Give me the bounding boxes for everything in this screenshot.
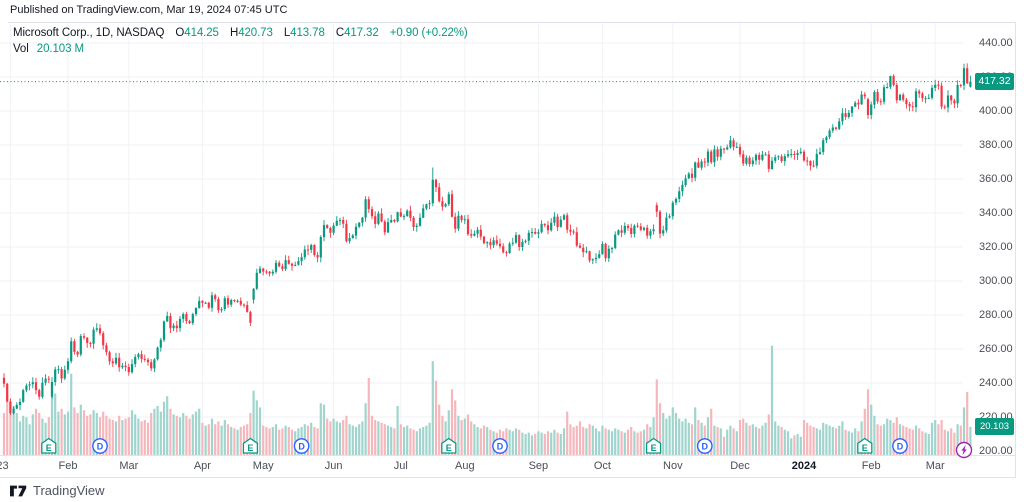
time-tick-label: Nov: [663, 460, 683, 472]
price-tick-label: 400.00: [979, 104, 1013, 117]
time-tick-label: Oct: [593, 460, 611, 472]
time-tick-label: Feb: [58, 460, 78, 472]
last-volume-badge: 20.103 M: [975, 418, 1014, 449]
open-value: 414.25: [184, 27, 219, 39]
time-tick-label: Mar: [925, 460, 945, 472]
tradingview-logo-icon: [10, 485, 27, 496]
svg-text:D: D: [897, 442, 904, 452]
close-label: C: [335, 27, 345, 39]
earnings-marker[interactable]: E: [242, 437, 259, 454]
grid-lines: [0, 23, 963, 455]
price-tick-label: 280.00: [979, 308, 1013, 321]
volume-bars-down: [2, 378, 969, 455]
time-tick-label: Feb: [861, 460, 881, 472]
svg-text:E: E: [862, 443, 868, 453]
footer-separator: [0, 477, 1016, 478]
time-tick-label: Aug: [455, 460, 475, 472]
volume-bars-up: [12, 345, 972, 455]
svg-text:D: D: [702, 442, 709, 452]
time-tick-label: Dec: [730, 460, 750, 472]
volume-legend: Vol 20.103 M: [13, 43, 84, 55]
svg-text:D: D: [298, 442, 305, 452]
candle-bodies-down: [2, 68, 969, 414]
dividend-marker[interactable]: D: [92, 438, 108, 454]
time-tick-label: Jun: [324, 460, 343, 472]
dividend-marker[interactable]: D: [492, 438, 508, 454]
price-tick-label: 240.00: [979, 376, 1013, 389]
volume-value: 20.103 M: [36, 43, 84, 55]
time-axis-separator: [0, 455, 1016, 456]
earnings-marker[interactable]: E: [645, 437, 662, 454]
published-bar: Published on TradingView.com, Mar 19, 20…: [10, 4, 288, 16]
earnings-marker[interactable]: E: [857, 437, 873, 454]
high-value: 420.73: [238, 27, 273, 39]
candle-wicks-up: [13, 63, 971, 415]
high-label: H: [229, 27, 239, 39]
low-value: 413.78: [290, 27, 325, 39]
earnings-marker[interactable]: E: [41, 437, 57, 454]
svg-text:E: E: [651, 443, 657, 453]
svg-text:E: E: [247, 443, 253, 453]
earnings-marker[interactable]: E: [441, 437, 457, 454]
price-tick-label: 340.00: [979, 206, 1013, 219]
time-tick-label: Apr: [193, 460, 211, 472]
tradingview-brand-text: TradingView: [33, 483, 105, 498]
change-value: +0.90 (+0.22%): [389, 27, 468, 39]
dividend-marker[interactable]: D: [892, 438, 908, 454]
svg-text:E: E: [446, 443, 452, 453]
price-tick-label: 380.00: [979, 138, 1013, 151]
frame-right-border: [1015, 22, 1016, 478]
symbol-legend: Microsoft Corp., 1D, NASDAQ O414.25 H420…: [13, 27, 468, 39]
candle-bodies-up: [12, 68, 972, 414]
open-label: O: [175, 27, 185, 39]
low-label: L: [283, 27, 291, 39]
time-tick-label: 2024: [791, 460, 817, 472]
close-value: 417.32: [344, 27, 379, 39]
dividend-marker[interactable]: D: [293, 438, 310, 454]
svg-text:D: D: [97, 442, 104, 452]
time-tick-label: 2023: [0, 460, 9, 472]
last-price-badge: 417.32: [975, 73, 1014, 90]
symbol-title: Microsoft Corp., 1D, NASDAQ: [13, 27, 165, 39]
time-tick-label: Sep: [528, 460, 549, 472]
tradingview-link[interactable]: TradingView: [10, 483, 105, 498]
flash-marker[interactable]: [955, 441, 973, 459]
dividend-marker[interactable]: D: [696, 438, 713, 454]
price-tick-label: 200.00: [979, 445, 1015, 458]
frame-top-border: [8, 22, 1015, 23]
price-tick-label: 320.00: [979, 240, 1013, 253]
volume-label: Vol: [13, 43, 29, 55]
candle-wicks-down: [3, 63, 968, 415]
time-tick-label: Mar: [119, 460, 139, 472]
price-tick-label: 260.00: [979, 342, 1013, 355]
time-tick-label: May: [252, 460, 274, 472]
price-tick-label: 360.00: [979, 172, 1013, 185]
price-tick-label: 300.00: [979, 274, 1013, 287]
price-tick-label: 440.00: [979, 36, 1013, 49]
svg-text:E: E: [46, 443, 52, 453]
svg-text:D: D: [497, 442, 504, 452]
time-tick-label: Jul: [393, 460, 408, 472]
